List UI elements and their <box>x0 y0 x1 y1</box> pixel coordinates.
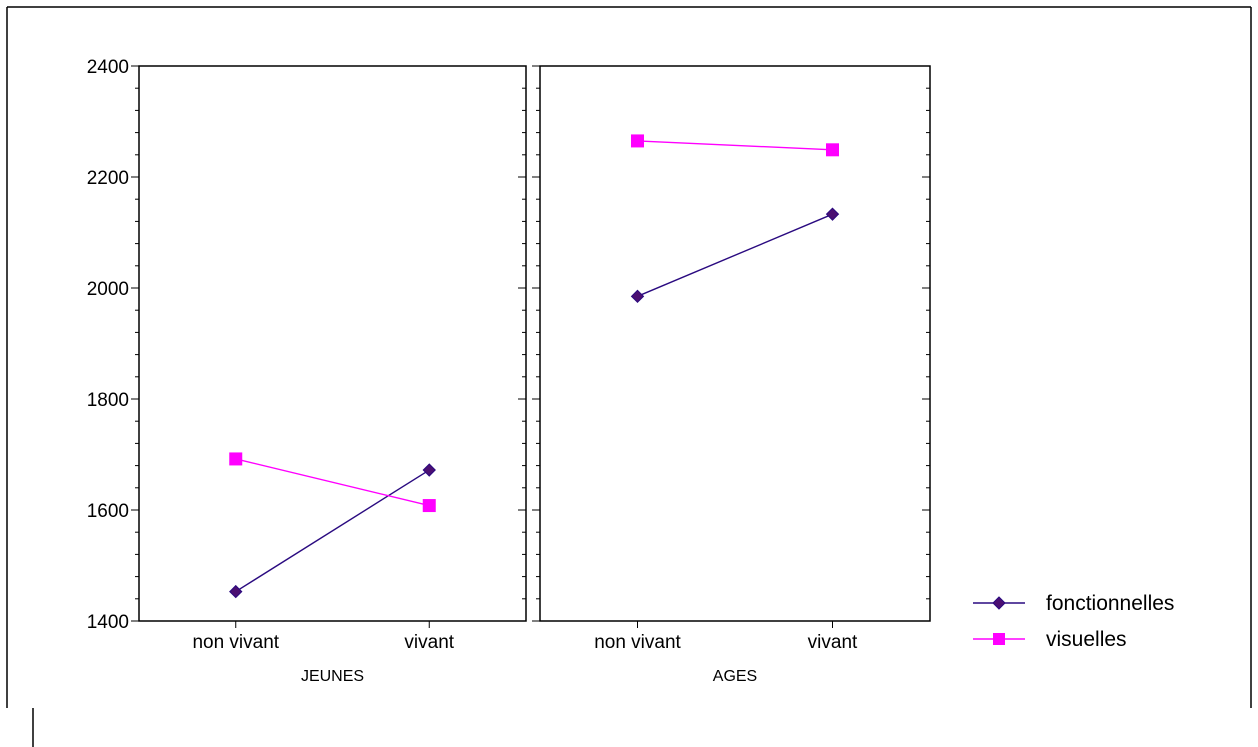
series-line <box>637 140 833 151</box>
y-tick-label: 2000 <box>87 279 129 300</box>
legend-label: visuelles <box>1046 628 1127 651</box>
legend-marker <box>993 633 1005 645</box>
plot-panels: non vivant vivant JEUNES non vivant vivant AG… <box>131 65 931 685</box>
legend-marker <box>992 596 1006 610</box>
series-visuelles <box>229 452 436 513</box>
data-point <box>422 463 436 477</box>
data-point <box>229 452 243 466</box>
x-tick-label: non vivant <box>192 632 279 653</box>
data-point <box>631 134 644 148</box>
panel-ages: non vivant vivant AGES <box>532 65 931 685</box>
series-line <box>637 213 833 297</box>
data-point <box>422 499 436 513</box>
data-point <box>630 289 645 304</box>
legend-label: fonctionnelles <box>1046 592 1174 615</box>
y-tick-label: 2400 <box>87 57 129 78</box>
y-axis: 1400 1600 1800 2000 2200 2400 <box>87 57 129 633</box>
y-tick-label: 2200 <box>87 168 129 189</box>
legend: fonctionnelles visuelles <box>973 592 1174 651</box>
legend-item: visuelles <box>973 628 1127 651</box>
series-fonctionnelles <box>229 463 436 599</box>
panel-frame <box>138 65 527 622</box>
panel-label: AGES <box>713 668 757 685</box>
x-tick-label: vivant <box>808 632 858 653</box>
x-tick-label: non vivant <box>594 632 681 653</box>
data-point <box>826 143 839 157</box>
panel-label: JEUNES <box>301 668 364 685</box>
data-point <box>825 207 840 221</box>
series-line <box>235 458 430 507</box>
legend-item: fonctionnelles <box>973 592 1174 615</box>
y-tick-label: 1800 <box>87 390 129 411</box>
y-tick-label: 1600 <box>87 501 129 522</box>
panel-jeunes: non vivant vivant JEUNES <box>131 65 527 685</box>
series-fonctionnelles <box>630 207 840 304</box>
series-visuelles <box>631 134 839 157</box>
y-tick-label: 1400 <box>87 612 129 633</box>
x-tick-label: vivant <box>404 632 454 653</box>
series-line <box>235 469 430 593</box>
data-point <box>229 584 243 599</box>
panel-frame <box>539 65 931 622</box>
